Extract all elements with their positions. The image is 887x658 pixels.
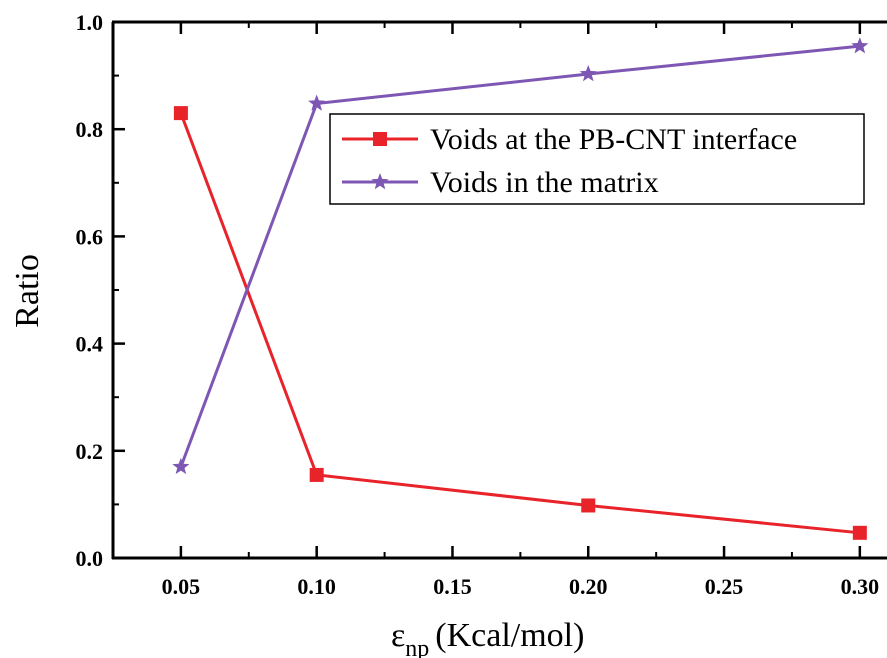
x-axis-title-subscript: np [405, 636, 429, 658]
legend-label: Voids in the matrix [430, 166, 659, 199]
x-tick-label: 0.30 [841, 574, 880, 599]
series-2 [172, 37, 869, 475]
data-point [579, 64, 597, 82]
legend: Voids at the PB-CNT interface Voids in th… [329, 113, 865, 205]
x-tick-label: 0.20 [569, 574, 608, 599]
x-tick-label: 0.15 [433, 574, 472, 599]
plot-area [111, 20, 887, 560]
series-1 [173, 106, 867, 540]
x-axis-title: εnp (Kcal/mol) [391, 617, 584, 658]
x-tick-label: 0.25 [705, 574, 744, 599]
legend-marker [373, 132, 387, 146]
y-tick-label: 0.8 [76, 117, 104, 142]
data-point [172, 457, 190, 475]
axis-ticks: 0.05 0.10 0.15 0.20 0.25 0.30 0.0 0.2 0.4 0.6 0.8 1… [76, 10, 880, 599]
y-tick-label: 0.6 [76, 224, 104, 249]
data-point [308, 94, 326, 111]
legend-marker [371, 173, 389, 190]
data-point [851, 37, 869, 54]
series-line [179, 44, 860, 468]
data-point [852, 525, 867, 540]
data-point [581, 498, 596, 513]
y-axis-title: Ratio [9, 254, 46, 328]
x-tick-label: 0.05 [162, 574, 201, 599]
x-axis-title-unit: (Kcal/mol) [435, 617, 584, 654]
legend-label: Voids at the PB-CNT interface [430, 123, 797, 156]
x-tick-label: 0.10 [297, 574, 336, 599]
data-point [309, 467, 324, 482]
legend-box [329, 113, 865, 205]
data-point [173, 106, 188, 121]
y-tick-label: 0.4 [76, 332, 104, 357]
y-tick-label: 0.2 [76, 439, 104, 464]
series-layer [172, 37, 869, 540]
series-line [179, 112, 860, 535]
y-tick-label: 1.0 [76, 10, 104, 35]
y-tick-label: 0.0 [76, 546, 104, 571]
x-axis-title-base: ε [391, 617, 405, 654]
